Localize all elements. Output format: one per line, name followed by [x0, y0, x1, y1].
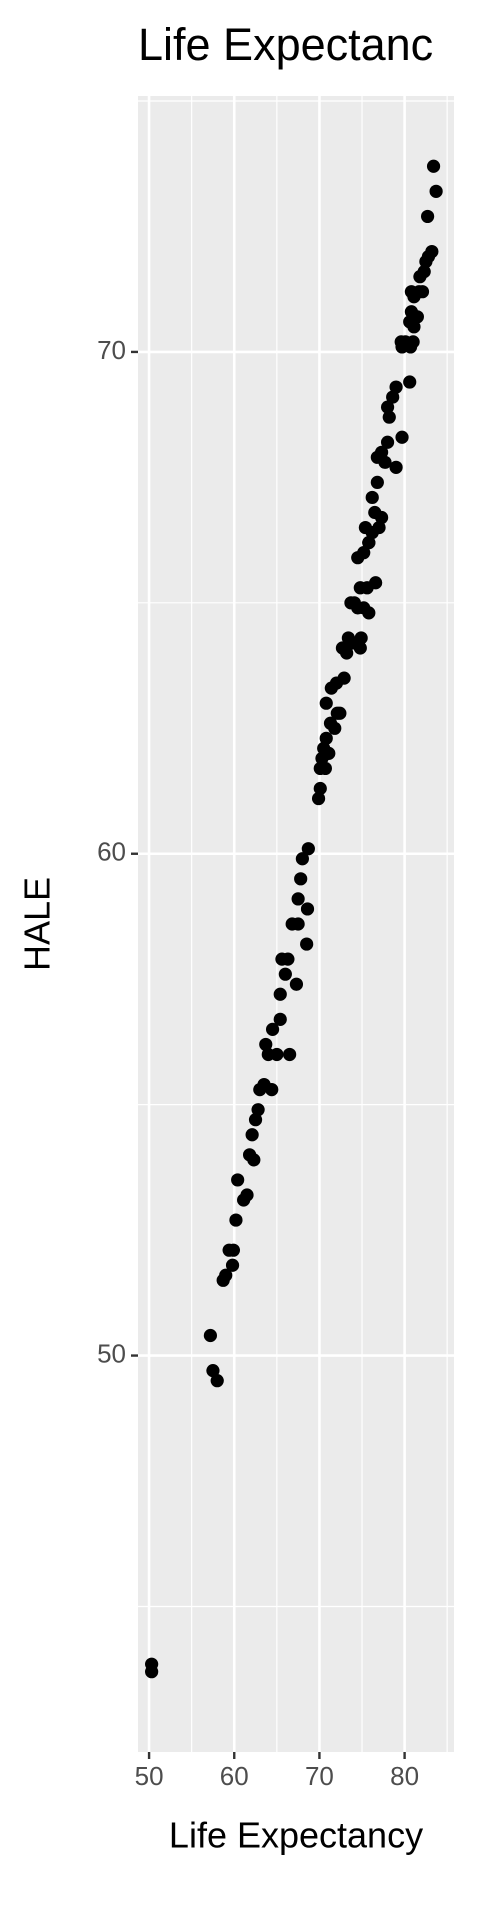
point [369, 576, 383, 590]
point [300, 937, 314, 951]
point [389, 460, 403, 474]
point [319, 696, 333, 710]
point [300, 902, 315, 916]
point [270, 1047, 284, 1062]
point [420, 209, 435, 224]
point [370, 475, 384, 489]
point [365, 490, 379, 505]
point [278, 967, 292, 981]
point [333, 706, 347, 720]
point [375, 445, 389, 459]
point [407, 320, 421, 334]
point [403, 375, 417, 389]
point [375, 510, 389, 525]
point [362, 606, 376, 620]
point [382, 410, 396, 424]
y-tick-label: 70 [97, 335, 126, 365]
point [206, 1364, 220, 1378]
point [265, 1083, 279, 1097]
point [229, 1213, 243, 1227]
point [311, 791, 326, 806]
point [337, 671, 351, 685]
point [248, 1113, 263, 1127]
point [283, 1047, 297, 1062]
point [362, 536, 376, 550]
point [294, 872, 308, 886]
x-tick-label: 50 [135, 1761, 164, 1791]
point [425, 244, 439, 259]
point [318, 761, 332, 776]
point [404, 285, 419, 299]
point [247, 1153, 261, 1167]
point [340, 646, 354, 660]
point [291, 892, 305, 906]
point [273, 987, 287, 1001]
y-tick-label: 50 [97, 1338, 126, 1368]
point [291, 917, 305, 931]
x-axis-title: Life Expectancy [169, 1815, 423, 1856]
point [210, 1374, 224, 1388]
point [429, 184, 443, 198]
point [357, 546, 371, 560]
point [231, 1173, 245, 1187]
point [301, 842, 315, 856]
point [203, 1328, 217, 1343]
point [426, 159, 441, 173]
x-tick-label: 80 [390, 1761, 419, 1791]
point [372, 520, 386, 535]
point [273, 1012, 287, 1026]
point [389, 380, 403, 394]
point [265, 1022, 280, 1036]
x-tick-label: 70 [305, 1761, 334, 1791]
point [354, 631, 368, 645]
point [353, 641, 367, 655]
point [322, 746, 336, 760]
point [406, 335, 420, 349]
point [319, 731, 333, 745]
point [281, 952, 295, 966]
point [245, 1128, 259, 1142]
point [395, 430, 409, 444]
point [328, 721, 342, 735]
y-axis-title: HALE [17, 877, 58, 971]
point [415, 285, 430, 299]
y-tick-label: 60 [97, 837, 126, 867]
point [380, 435, 395, 449]
point [259, 1037, 273, 1052]
point [378, 455, 392, 469]
point [240, 1188, 254, 1202]
point [380, 400, 395, 414]
point [386, 390, 400, 404]
point [417, 265, 431, 279]
point [295, 852, 309, 866]
point [251, 1103, 265, 1117]
point [410, 310, 424, 324]
point [219, 1268, 233, 1282]
point [289, 977, 304, 991]
point [226, 1243, 240, 1257]
point [313, 781, 327, 796]
chart-title: Life Expectanc [138, 19, 433, 70]
point [225, 1258, 240, 1272]
point [145, 1665, 159, 1679]
x-tick-label: 60 [220, 1761, 249, 1791]
